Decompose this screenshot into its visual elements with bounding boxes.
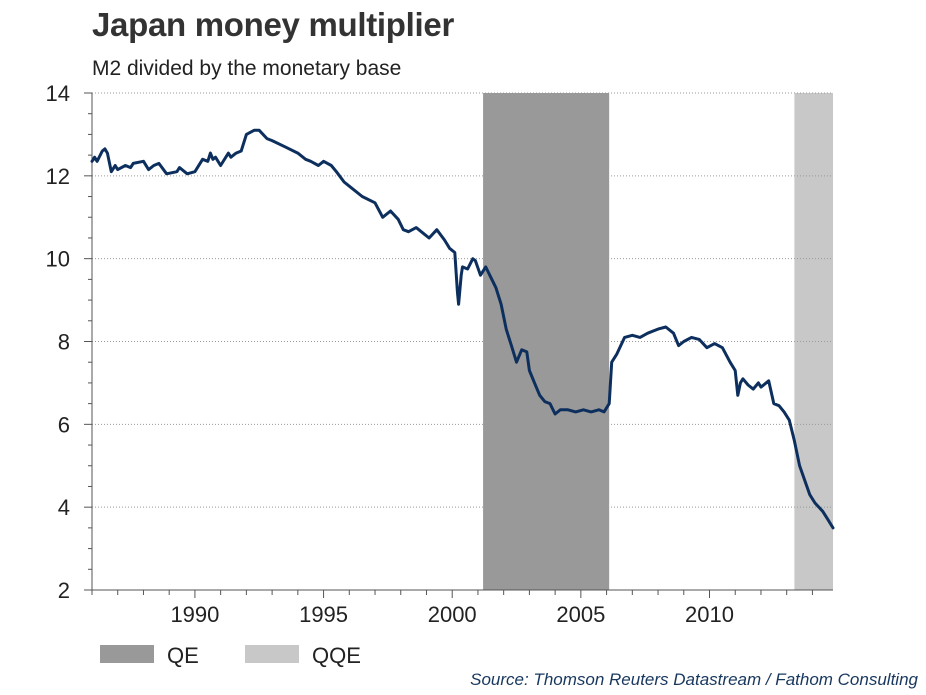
y-tick-label: 6 [58,412,70,437]
legend-label-qe: QE [167,643,199,668]
y-tick-label: 8 [58,330,70,355]
source-note: Source: Thomson Reuters Datastream / Fat… [470,670,918,689]
chart-title: Japan money multiplier [92,6,454,43]
y-tick-label: 4 [58,495,70,520]
x-tick-label: 2000 [428,602,477,627]
x-tick-label: 1995 [299,602,348,627]
shaded-periods [483,93,833,590]
y-tick-label: 2 [58,578,70,603]
legend-label-qqe: QQE [312,643,361,668]
y-tick-label: 10 [46,247,70,272]
legend: QE QQE [100,643,361,668]
legend-swatch-qqe [245,645,299,663]
x-tick-label: 2010 [685,602,734,627]
gridlines [92,92,833,508]
series-line-money-multiplier [90,128,835,530]
x-tick-label: 2005 [556,602,605,627]
legend-swatch-qe [100,645,154,663]
axes: 2 4 6 8 10 12 14 1990 1995 2000 2005 2010 [46,81,833,627]
chart-subtitle: M2 divided by the monetary base [92,57,402,80]
series-layer [90,128,835,530]
y-tick-label: 14 [46,81,70,106]
x-tick-label: 1990 [170,602,219,627]
shaded-period-qe [483,93,610,590]
y-tick-label: 12 [46,164,70,189]
